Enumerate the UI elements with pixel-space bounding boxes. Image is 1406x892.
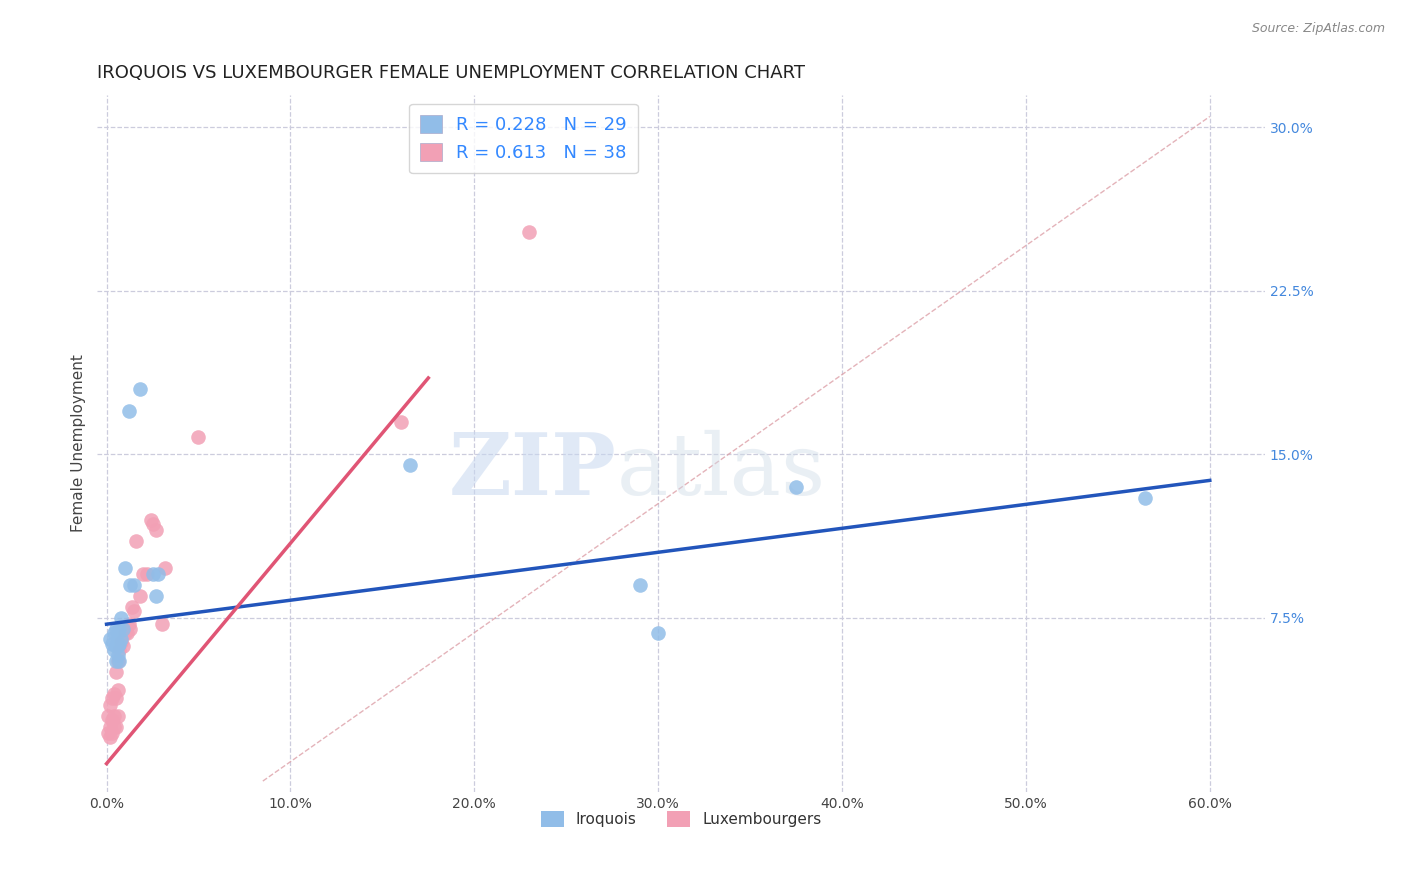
Point <box>108 654 131 668</box>
Point <box>128 382 150 396</box>
Text: ZIP: ZIP <box>449 429 617 513</box>
Point <box>115 626 138 640</box>
Point <box>101 691 124 706</box>
Legend: Iroquois, Luxembourgers: Iroquois, Luxembourgers <box>534 805 828 833</box>
Point <box>128 589 150 603</box>
Point <box>98 731 121 745</box>
Point <box>101 713 124 727</box>
Point <box>110 610 132 624</box>
Point <box>97 726 120 740</box>
Point <box>139 513 162 527</box>
Point <box>150 617 173 632</box>
Point <box>98 698 121 712</box>
Point <box>104 639 127 653</box>
Point <box>104 720 127 734</box>
Point <box>155 560 177 574</box>
Point <box>110 634 132 648</box>
Point <box>103 626 125 640</box>
Point <box>103 687 125 701</box>
Y-axis label: Female Unemployment: Female Unemployment <box>72 354 86 533</box>
Point <box>120 578 142 592</box>
Point <box>104 654 127 668</box>
Point <box>112 622 135 636</box>
Point <box>117 403 139 417</box>
Point <box>107 639 129 653</box>
Point <box>108 622 131 636</box>
Point <box>114 560 136 574</box>
Point <box>114 626 136 640</box>
Point <box>104 665 127 680</box>
Point <box>146 567 169 582</box>
Point <box>120 622 142 636</box>
Point <box>122 604 145 618</box>
Point <box>110 632 132 647</box>
Point <box>141 516 163 531</box>
Point <box>97 708 120 723</box>
Point <box>145 589 167 603</box>
Point <box>121 599 143 614</box>
Point <box>104 691 127 706</box>
Point <box>107 708 129 723</box>
Point <box>103 720 125 734</box>
Point <box>107 648 129 662</box>
Point <box>399 458 422 472</box>
Point <box>107 682 129 697</box>
Point <box>125 534 148 549</box>
Point <box>107 654 129 668</box>
Point <box>122 578 145 592</box>
Text: Source: ZipAtlas.com: Source: ZipAtlas.com <box>1251 22 1385 36</box>
Point <box>647 626 669 640</box>
Point <box>107 626 129 640</box>
Text: atlas: atlas <box>617 430 827 513</box>
Point <box>103 708 125 723</box>
Point <box>108 643 131 657</box>
Point <box>785 480 807 494</box>
Point <box>141 567 163 582</box>
Point <box>101 726 124 740</box>
Point <box>117 617 139 632</box>
Point <box>628 578 651 592</box>
Point <box>104 622 127 636</box>
Point <box>1135 491 1157 505</box>
Point <box>187 430 209 444</box>
Point <box>98 720 121 734</box>
Point <box>132 567 155 582</box>
Point <box>112 639 135 653</box>
Point <box>145 524 167 538</box>
Point <box>101 637 124 651</box>
Point <box>519 225 541 239</box>
Point <box>103 643 125 657</box>
Point <box>98 632 121 647</box>
Point <box>108 637 131 651</box>
Point <box>389 415 412 429</box>
Text: IROQUOIS VS LUXEMBOURGER FEMALE UNEMPLOYMENT CORRELATION CHART: IROQUOIS VS LUXEMBOURGER FEMALE UNEMPLOY… <box>97 64 806 82</box>
Point <box>136 567 159 582</box>
